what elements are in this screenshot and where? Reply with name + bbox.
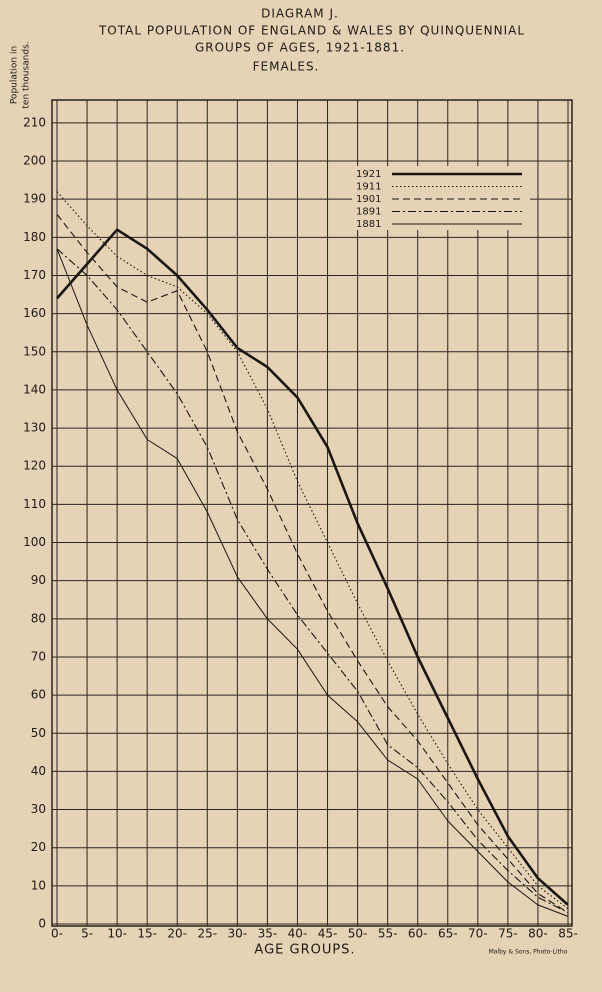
- x-tick-label: 0-: [51, 927, 63, 941]
- y-tick-label: 210: [23, 115, 46, 129]
- legend-label: 1911: [356, 182, 381, 193]
- y-tick-label: 50: [31, 726, 46, 740]
- legend-label: 1891: [356, 207, 381, 218]
- y-tick-label: 190: [23, 192, 46, 206]
- x-tick-label: 15-: [137, 927, 157, 941]
- series-line: [56, 248, 569, 917]
- y-tick-label: 80: [31, 611, 46, 625]
- y-tick-label: 120: [23, 459, 46, 473]
- legend-label: 1921: [356, 169, 381, 180]
- y-tick-label: 70: [31, 649, 46, 663]
- x-tick-label: 20-: [167, 927, 187, 941]
- y-tick-label: 130: [23, 421, 46, 435]
- series-line: [56, 214, 569, 914]
- chart-title: DIAGRAM J.: [261, 7, 339, 21]
- x-tick-label: 5-: [81, 927, 93, 941]
- y-tick-label: 0: [38, 917, 46, 931]
- series-line: [56, 248, 569, 914]
- chart-title: GROUPS OF AGES, 1921-1881.: [195, 41, 405, 55]
- y-axis-label: Population in: [10, 46, 20, 104]
- y-tick-label: 20: [31, 840, 46, 854]
- legend-box: [352, 166, 530, 230]
- y-tick-label: 180: [23, 230, 46, 244]
- legend-label: 1901: [356, 194, 381, 205]
- chart-title: FEMALES.: [253, 60, 320, 74]
- x-tick-label: 30-: [228, 927, 248, 941]
- x-tick-label: 75-: [498, 927, 518, 941]
- series-line: [56, 228, 569, 906]
- legend-label: 1881: [356, 219, 381, 230]
- y-tick-label: 90: [31, 573, 46, 587]
- y-axis-label: ten thousands.: [22, 41, 32, 108]
- y-tick-label: 100: [23, 535, 46, 549]
- y-tick-label: 140: [23, 382, 46, 396]
- y-tick-label: 60: [31, 688, 46, 702]
- x-tick-label: 80-: [528, 927, 548, 941]
- y-tick-label: 170: [23, 268, 46, 282]
- x-tick-label: 65-: [438, 927, 458, 941]
- x-tick-label: 50-: [348, 927, 368, 941]
- y-tick-label: 150: [23, 344, 46, 358]
- y-tick-label: 110: [23, 497, 46, 511]
- x-axis-label: AGE GROUPS.: [254, 943, 355, 958]
- x-tick-label: 40-: [288, 927, 308, 941]
- plot-frame: [51, 99, 573, 927]
- x-tick-label: 60-: [408, 927, 428, 941]
- y-tick-label: 40: [31, 764, 46, 778]
- x-tick-label: 70-: [468, 927, 488, 941]
- y-tick-label: 200: [23, 154, 46, 168]
- y-tick-label: 160: [23, 306, 46, 320]
- x-tick-label: 45-: [318, 927, 338, 941]
- chart-title: TOTAL POPULATION OF ENGLAND & WALES BY Q…: [98, 24, 525, 38]
- y-tick-label: 30: [31, 802, 46, 816]
- credit: Malby & Sons, Photo-Litho: [489, 949, 568, 956]
- x-tick-label: 10-: [107, 927, 127, 941]
- x-tick-label: 55-: [378, 927, 398, 941]
- y-tick-label: 10: [31, 878, 46, 892]
- x-tick-label: 85-: [558, 927, 578, 941]
- x-tick-label: 35-: [258, 927, 278, 941]
- x-tick-label: 25-: [197, 927, 217, 941]
